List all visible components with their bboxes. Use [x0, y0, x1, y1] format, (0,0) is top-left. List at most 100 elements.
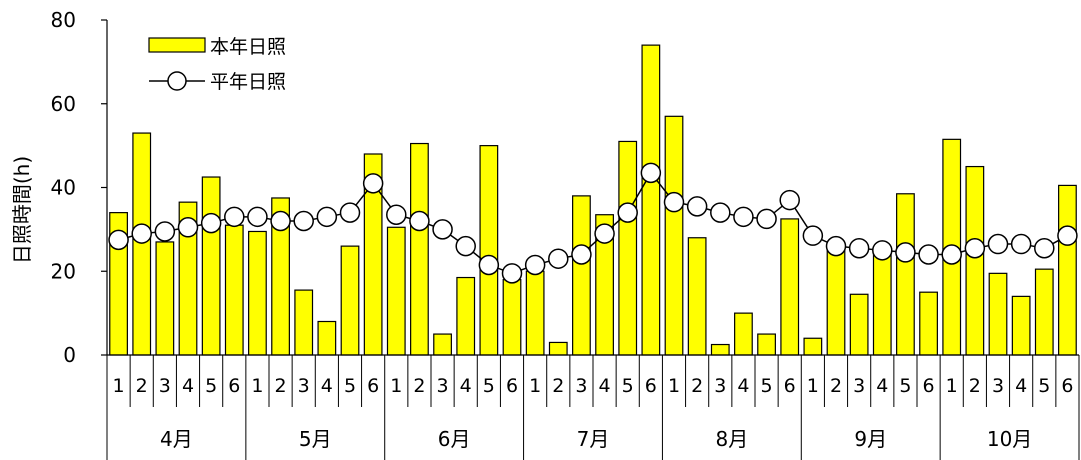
period-label: 3 — [853, 375, 865, 397]
line-point — [848, 237, 870, 259]
bar — [479, 145, 499, 356]
line-point — [802, 225, 824, 246]
period-label: 6 — [645, 375, 657, 397]
line-series — [108, 162, 1078, 284]
bar — [757, 333, 776, 356]
period-label: 5 — [899, 375, 911, 397]
line-point — [247, 206, 268, 228]
line-point — [710, 202, 731, 223]
line-point — [386, 204, 407, 225]
bar — [780, 218, 800, 356]
period-label: 2 — [691, 375, 703, 397]
bar — [572, 195, 591, 356]
period-label: 5 — [622, 375, 634, 397]
period-label: 4 — [460, 375, 472, 397]
bar — [1011, 295, 1031, 356]
period-label: 6 — [923, 375, 935, 397]
bar — [155, 241, 175, 356]
y-tick-label: 0 — [63, 343, 76, 367]
line-point — [1034, 237, 1055, 259]
period-label: 1 — [946, 375, 958, 397]
bar — [664, 115, 684, 356]
period-label: 2 — [969, 375, 981, 397]
line-point — [339, 202, 361, 223]
period-label: 4 — [321, 375, 333, 397]
legend-line-label: 平年日照 — [210, 71, 286, 93]
period-label: 3 — [437, 375, 449, 397]
bar — [456, 276, 476, 356]
period-label: 1 — [529, 375, 541, 397]
period-label: 3 — [298, 375, 310, 397]
bar — [1058, 184, 1077, 356]
line-point — [987, 233, 1009, 255]
line-point — [478, 254, 500, 276]
line-point — [362, 173, 384, 194]
bar — [965, 165, 985, 356]
line-point — [733, 206, 754, 228]
line-point — [224, 206, 245, 228]
month-label: 10月 — [987, 427, 1032, 451]
month-label: 9月 — [854, 427, 887, 451]
bar — [224, 224, 244, 356]
period-label: 4 — [737, 375, 749, 397]
line-point — [154, 221, 176, 242]
line-point — [640, 162, 662, 184]
period-label: 6 — [1061, 375, 1073, 397]
period-label: 2 — [136, 375, 148, 397]
month-label: 4月 — [160, 427, 193, 451]
bar — [896, 193, 915, 356]
line-point — [1057, 225, 1078, 246]
period-label: 5 — [1038, 375, 1050, 397]
period-label: 5 — [761, 375, 773, 397]
legend: 本年日照 平年日照 — [148, 36, 286, 93]
bar — [410, 142, 429, 356]
line-point — [918, 244, 939, 265]
period-label: 5 — [344, 375, 356, 397]
line-point — [663, 191, 685, 213]
line-point — [270, 210, 291, 232]
line-point — [131, 223, 152, 244]
line-point — [964, 237, 986, 259]
legend-bar-label: 本年日照 — [210, 36, 286, 58]
period-label: 6 — [367, 375, 379, 397]
period-label: 4 — [1015, 375, 1027, 397]
bar — [433, 333, 452, 356]
period-label: 1 — [113, 375, 125, 397]
period-label: 4 — [182, 375, 194, 397]
line-point — [594, 223, 615, 244]
line-point — [686, 196, 708, 217]
line-point — [617, 202, 638, 223]
bar — [734, 312, 753, 356]
bar — [525, 270, 545, 356]
bar — [294, 289, 314, 356]
line-point — [200, 212, 222, 234]
line-point — [501, 263, 523, 284]
y-axis-label: 日照時間(h) — [10, 156, 34, 264]
legend-line-marker — [167, 71, 187, 91]
period-label: 1 — [390, 375, 402, 397]
bar — [340, 245, 360, 356]
y-tick-label: 40 — [51, 176, 76, 200]
period-label: 6 — [228, 375, 240, 397]
y-tick-label: 80 — [51, 8, 76, 32]
period-label: 3 — [992, 375, 1004, 397]
bar — [1034, 268, 1054, 356]
period-label: 2 — [830, 375, 842, 397]
bar — [132, 132, 152, 356]
period-label: 2 — [552, 375, 564, 397]
bar — [386, 226, 406, 356]
bar — [248, 230, 267, 356]
period-label: 5 — [483, 375, 495, 397]
line-point — [177, 217, 199, 238]
period-label: 5 — [205, 375, 217, 397]
y-ticks: 0 20 40 60 80 — [51, 8, 107, 367]
line-point — [548, 248, 569, 269]
line-point — [941, 244, 962, 265]
month-label: 5月 — [299, 427, 332, 451]
period-label: 4 — [876, 375, 888, 397]
line-point — [1010, 233, 1032, 255]
bar — [988, 272, 1008, 356]
line-point — [316, 206, 338, 228]
